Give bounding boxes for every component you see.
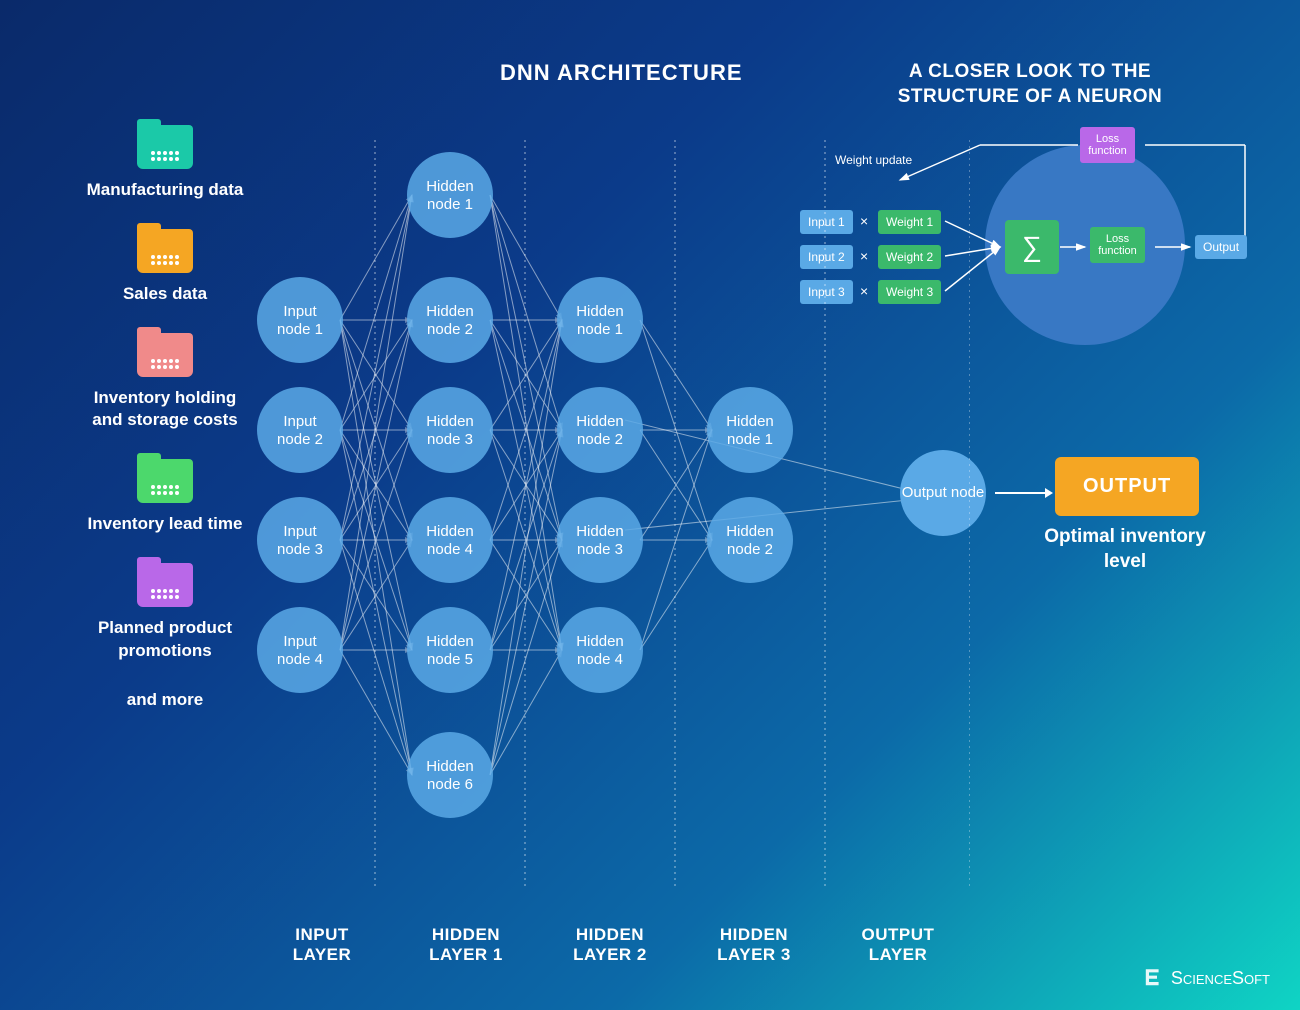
logo-text: ScienceSoft <box>1171 968 1270 989</box>
svg-text:node 1: node 1 <box>427 196 473 213</box>
output-arrow-head <box>1045 488 1053 498</box>
sum-box: ∑ <box>1005 220 1059 274</box>
sidebar-item: Inventory holding and storage costs <box>80 333 250 431</box>
sidebar-item: Inventory lead time <box>80 459 250 535</box>
svg-text:node 2: node 2 <box>577 431 623 448</box>
network-diagram: Inputnode 1Inputnode 2Inputnode 3Inputno… <box>250 120 970 910</box>
sidebar: Manufacturing data Sales data Inventory ho… <box>80 125 250 710</box>
layer-label: INPUTLAYER <box>250 925 394 965</box>
sidebar-label: Sales data <box>123 283 207 305</box>
neuron-output: Output <box>1195 235 1247 259</box>
svg-text:node 2: node 2 <box>727 541 773 558</box>
svg-text:node 4: node 4 <box>277 651 323 668</box>
svg-text:Hidden: Hidden <box>576 523 624 540</box>
sidebar-label: Inventory lead time <box>88 513 243 535</box>
sidebar-label: Planned product promotions <box>80 617 250 661</box>
sidebar-label: Inventory holding and storage costs <box>80 387 250 431</box>
sidebar-label: Manufacturing data <box>87 179 244 201</box>
svg-text:Hidden: Hidden <box>576 633 624 650</box>
loss-box: Loss function <box>1080 127 1135 163</box>
output-text: Optimal inventory level <box>1030 525 1220 574</box>
layer-labels: INPUTLAYERHIDDENLAYER 1HIDDENLAYER 2HIDD… <box>250 925 970 965</box>
svg-text:Hidden: Hidden <box>726 413 774 430</box>
folder-icon <box>137 563 193 607</box>
svg-text:node 1: node 1 <box>727 431 773 448</box>
output-arrow-line <box>995 492 1045 494</box>
svg-text:node 3: node 3 <box>427 431 473 448</box>
folder-icon <box>137 229 193 273</box>
svg-text:node 2: node 2 <box>277 431 323 448</box>
svg-text:Hidden: Hidden <box>576 413 624 430</box>
sidebar-item: Sales data <box>80 229 250 305</box>
svg-text:Hidden: Hidden <box>426 523 474 540</box>
and-more-label: and more <box>80 690 250 710</box>
layer-label: HIDDENLAYER 2 <box>538 925 682 965</box>
svg-text:Hidden: Hidden <box>576 303 624 320</box>
layer-label: OUTPUTLAYER <box>826 925 970 965</box>
folder-icon <box>137 333 193 377</box>
svg-text:Hidden: Hidden <box>426 633 474 650</box>
sidebar-item: Manufacturing data <box>80 125 250 201</box>
svg-text:node 4: node 4 <box>577 651 623 668</box>
layer-label: HIDDENLAYER 1 <box>394 925 538 965</box>
svg-text:node 4: node 4 <box>427 541 473 558</box>
svg-text:Input: Input <box>283 523 317 540</box>
svg-text:node 2: node 2 <box>427 321 473 338</box>
output-box: OUTPUT <box>1055 457 1199 516</box>
svg-text:Hidden: Hidden <box>426 758 474 775</box>
svg-text:node 3: node 3 <box>577 541 623 558</box>
neuron-title: A CLOSER LOOK TO THE STRUCTURE OF A NEUR… <box>870 60 1190 109</box>
svg-text:Input: Input <box>283 303 317 320</box>
activation-box: Loss function <box>1090 227 1145 263</box>
layer-label: HIDDENLAYER 3 <box>682 925 826 965</box>
svg-text:Hidden: Hidden <box>726 523 774 540</box>
svg-text:node 1: node 1 <box>277 321 323 338</box>
svg-text:node 3: node 3 <box>277 541 323 558</box>
sidebar-item: Planned product promotions <box>80 563 250 661</box>
svg-text:Hidden: Hidden <box>426 413 474 430</box>
svg-text:Input: Input <box>283 633 317 650</box>
svg-text:node 1: node 1 <box>577 321 623 338</box>
svg-text:node 6: node 6 <box>427 776 473 793</box>
svg-text:Hidden: Hidden <box>426 178 474 195</box>
folder-icon <box>137 125 193 169</box>
svg-text:node 5: node 5 <box>427 651 473 668</box>
logo: ScienceSoft <box>1141 966 1270 990</box>
svg-text:Input: Input <box>283 413 317 430</box>
svg-text:Hidden: Hidden <box>426 303 474 320</box>
main-title: DNN ARCHITECTURE <box>500 60 743 86</box>
logo-icon <box>1141 966 1165 990</box>
folder-icon <box>137 459 193 503</box>
